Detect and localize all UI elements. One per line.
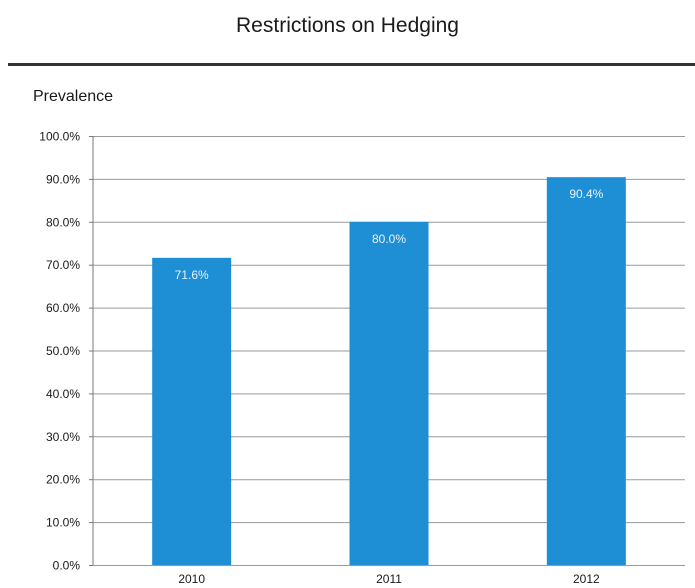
title-divider <box>8 63 695 66</box>
y-tick-label: 100.0% <box>39 130 80 144</box>
y-tick-label: 80.0% <box>46 215 80 229</box>
bar <box>546 177 626 565</box>
y-tick-label: 90.0% <box>46 172 80 186</box>
y-tick-label: 40.0% <box>46 387 80 401</box>
y-axis: 0.0% 10.0% 20.0% 30.0% 40.0% 50.0% 60.0% 70.0% 8… <box>39 130 94 573</box>
data-label: 90.4% <box>569 187 603 201</box>
data-label: 71.6% <box>175 268 209 282</box>
y-tick-label: 10.0% <box>46 516 80 530</box>
x-tick-label: 2011 <box>376 572 402 586</box>
y-tick-label: 20.0% <box>46 473 80 487</box>
data-label: 80.0% <box>372 232 406 246</box>
x-tick-label: 2012 <box>573 572 600 586</box>
x-tick-label: 2010 <box>178 572 205 586</box>
bar <box>349 221 429 566</box>
labels: 71.6% 2010 80.0% 2011 90.4% 2012 <box>175 187 604 586</box>
y-tick-label: 30.0% <box>46 430 80 444</box>
chart-subtitle: Prevalence <box>33 88 114 105</box>
chart-title: Restrictions on Hedging <box>236 14 459 37</box>
bar <box>152 257 232 565</box>
y-tick-label: 60.0% <box>46 301 80 315</box>
y-tick-label: 0.0% <box>53 559 81 573</box>
y-tick-label: 50.0% <box>46 344 80 358</box>
y-tick-label: 70.0% <box>46 258 80 272</box>
bars <box>152 177 626 566</box>
